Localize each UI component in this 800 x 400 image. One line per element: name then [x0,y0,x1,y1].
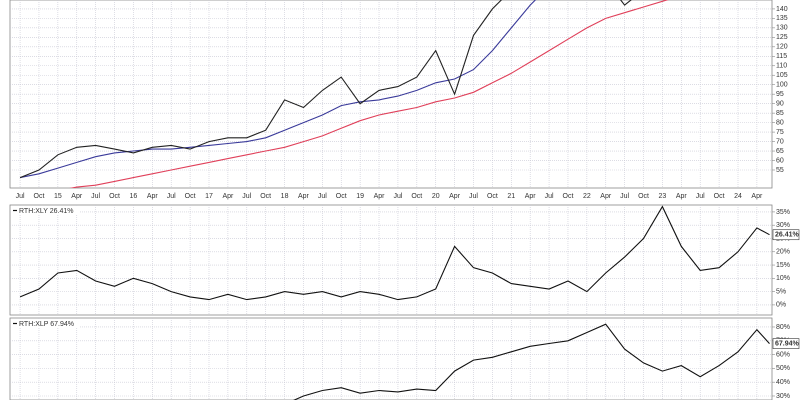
x-tick-label: Oct [185,193,196,200]
x-tick-label: Jul [167,193,176,200]
x-tick-label: Jul [318,193,327,200]
x-tick-label: Jul [16,193,25,200]
x-tick-label: Jul [620,193,629,200]
x-tick-label: Apr [147,193,159,200]
x-tick-label: 21 [507,193,515,200]
x-tick-label: Oct [109,193,120,200]
series-line [19,205,770,301]
x-tick-label: 22 [583,193,591,200]
x-tick-label: Oct [34,193,45,200]
series-line [69,0,669,188]
y-tick-label: 120 [776,44,788,51]
x-tick-label: 20 [432,193,440,200]
y-tick-label: 115 [776,53,787,60]
y-tick-label: 35% [776,209,790,216]
y-tick-label: 5% [776,288,786,295]
y-tick-label: 60 [776,157,784,164]
last-value-box [772,229,800,241]
x-tick-label: Jul [696,193,705,200]
legend-label: RTH:XLY 26.41% [19,208,73,215]
y-tick-label: 75 [776,129,784,136]
x-tick-label: Jul [91,193,100,200]
y-tick-label: 55 [776,167,784,174]
y-tick-label: 95 [776,91,784,98]
y-tick-label: 50% [776,365,790,372]
y-tick-label: 20% [776,249,790,256]
plot [19,205,770,301]
x-tick-label: Oct [563,193,574,200]
x-tick-label: Apr [600,193,612,200]
x-tick-label: Apr [676,193,688,200]
x-tick-label: 23 [659,193,667,200]
legend-bg [11,319,79,328]
x-tick-label: 17 [205,193,213,200]
y-tick-label: 110 [776,63,787,70]
x-tick-label: Jul [393,193,402,200]
x-tick-label: Apr [222,193,234,200]
y-tick-label: 15% [776,262,790,269]
x-tick-label: 24 [734,193,742,200]
x-tick-label: Apr [449,193,461,200]
legend-label: RTH:XLP 67.94% [19,321,74,328]
y-tick-label: 10% [776,275,790,282]
y-tick-label: 125 [776,34,788,41]
x-tick-label: 19 [356,193,364,200]
y-tick-label: 80% [776,324,790,331]
last-value-box [772,338,800,349]
y-tick-label: 60% [776,351,790,358]
plot [293,323,770,400]
y-tick-label: 85 [776,110,784,117]
panel [9,204,773,316]
y-tick-label: 30% [776,222,790,229]
x-tick-label: 16 [130,193,138,200]
y-tick-label: 30% [776,393,790,400]
x-tick-label: Apr [751,193,763,200]
y-tick-label: 70 [776,138,784,145]
x-tick-label: Oct [638,193,649,200]
y-tick-label: 105 [776,72,788,79]
last-value-label: 67.94% [775,340,800,347]
legend-bg [11,206,79,215]
x-tick-label: Apr [374,193,386,200]
y-tick-label: 80 [776,119,784,126]
x-tick-label: Oct [411,193,422,200]
x-tick-label: 15 [54,193,62,200]
x-tick-label: Apr [298,193,310,200]
plot [19,0,669,188]
x-tick-label: Oct [487,193,498,200]
y-tick-label: 100 [776,82,788,89]
y-tick-label: 90 [776,101,784,108]
last-value-label: 26.41% [775,232,800,239]
x-tick-label: Apr [71,193,83,200]
y-tick-label: 135 [776,15,788,22]
x-tick-label: Jul [242,193,251,200]
y-tick-label: 65 [776,148,784,155]
y-tick-label: 0% [776,302,786,309]
y-tick-label: 40% [776,379,790,386]
series-line [19,0,632,179]
x-tick-label: Apr [525,193,537,200]
x-tick-label: Oct [260,193,271,200]
x-tick-label: Oct [714,193,725,200]
x-tick-label: Jul [545,193,554,200]
y-tick-label: 130 [776,25,788,32]
x-tick-label: Jul [469,193,478,200]
x-tick-label: 18 [281,193,289,200]
y-tick-label: 140 [776,6,788,13]
panel [9,317,773,400]
series-line [293,323,770,400]
x-tick-label: Oct [336,193,347,200]
